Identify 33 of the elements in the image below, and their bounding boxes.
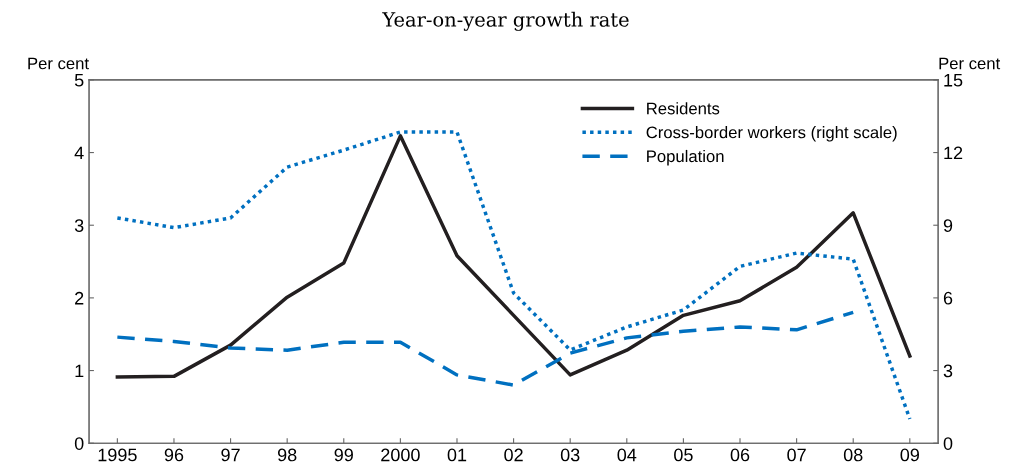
legend-label: Cross-border workers (right scale)	[646, 126, 897, 142]
x-tick-label: 99	[334, 448, 353, 462]
x-tick-label: 97	[221, 448, 240, 462]
x-tick-label: 03	[560, 448, 580, 462]
y2-tick-label: 0	[943, 437, 953, 450]
y-tick-label: 5	[74, 74, 84, 87]
x-tick-label: 04	[617, 448, 637, 462]
y2-axis-title: Per cent	[939, 57, 1001, 70]
y2-tick-label: 15	[944, 74, 963, 87]
x-tick-label: 2000	[381, 448, 420, 462]
x-tick-label: 01	[447, 448, 467, 462]
x-tick-label: 98	[277, 448, 297, 462]
x-tick-label: 07	[787, 448, 806, 462]
x-tick-label: 09	[900, 448, 920, 462]
x-tick-label: 06	[730, 448, 750, 462]
x-tick-label: 08	[843, 448, 863, 462]
y-tick-label: 3	[74, 219, 84, 232]
y2-tick-label: 9	[943, 219, 953, 232]
x-tick-label: 96	[164, 448, 184, 462]
legend-label: Residents	[647, 102, 720, 115]
y-tick-label: 0	[74, 437, 84, 450]
x-tick-label: 1995	[98, 448, 137, 462]
x-tick-label: 05	[674, 448, 693, 462]
y-tick-label: 2	[75, 291, 84, 305]
legend-label: Population	[647, 149, 724, 166]
y2-tick-label: 6	[943, 291, 953, 305]
y2-tick-label: 3	[943, 364, 953, 378]
y-tick-label: 1	[75, 364, 84, 378]
y2-tick-label: 12	[944, 146, 963, 160]
y-tick-label: 4	[74, 146, 84, 160]
chart-title: Year-on-year growth rate	[382, 11, 629, 31]
x-tick-label: 02	[504, 448, 523, 462]
y-axis-title: Per cent	[28, 57, 89, 70]
